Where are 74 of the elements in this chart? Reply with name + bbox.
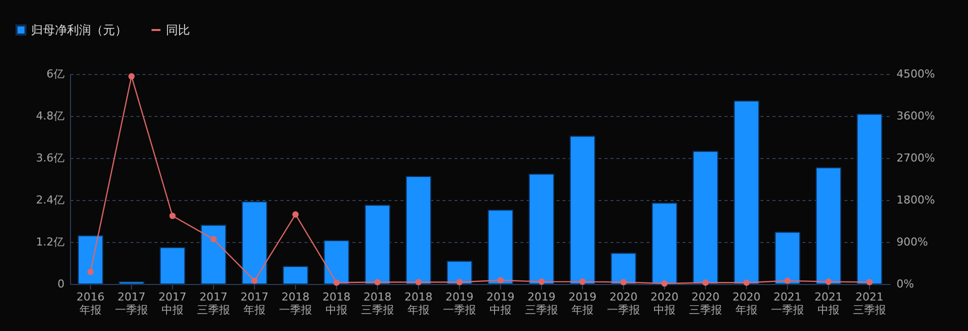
x-tick-label: 2016 年报 (76, 290, 104, 316)
bar (774, 232, 800, 284)
x-tick-label: 2017 三季报 (197, 290, 230, 316)
point (128, 73, 135, 80)
point (784, 278, 791, 284)
bar (282, 266, 308, 284)
x-tick-label: 2019 年报 (568, 290, 596, 316)
x-tick-label: 2018 年报 (404, 290, 432, 316)
x-tick-label: 2019 三季报 (525, 290, 558, 316)
x-tick-label: 2020 三季报 (689, 290, 722, 316)
x-tick-label: 2021 中报 (814, 290, 842, 316)
point (620, 278, 627, 286)
bar (570, 136, 596, 284)
y2-tick-label: 0% (896, 278, 914, 290)
point (579, 278, 586, 285)
x-tick-label: 2017 年报 (240, 290, 268, 316)
legend-label: 同比 (166, 23, 190, 37)
y-tick-label: 0 (58, 278, 64, 290)
x-tick-label: 2021 三季报 (853, 290, 886, 316)
point (743, 279, 750, 286)
x-tick-label: 2018 一季报 (279, 290, 312, 316)
x-tick-label: 2019 一季报 (443, 290, 476, 316)
y2-tick-label: 900% (896, 236, 928, 248)
y-tick-label: 4.8亿 (36, 110, 64, 122)
bar (446, 260, 472, 284)
bar (488, 210, 514, 284)
bar (118, 281, 144, 284)
bar (734, 100, 760, 284)
bar (242, 201, 268, 284)
point (374, 278, 381, 286)
x-tick-label: 2018 中报 (322, 290, 350, 316)
point (497, 277, 504, 284)
point (333, 279, 340, 286)
bar (692, 150, 718, 284)
x-tick-label: 2020 年报 (732, 290, 760, 316)
point (702, 279, 709, 286)
bar (528, 174, 554, 284)
x-tick-label: 2018 三季报 (361, 290, 394, 316)
bar (406, 176, 432, 284)
bar (652, 202, 678, 284)
x-tick-label: 2019 中报 (486, 290, 514, 316)
bar (856, 114, 882, 284)
y2-tick-label: 2700% (896, 152, 935, 164)
y-tick-label: 3.6亿 (36, 152, 64, 164)
bar (200, 224, 226, 284)
y2-tick-label: 1800% (896, 194, 935, 206)
bar (78, 235, 104, 284)
point (825, 278, 832, 285)
bar (816, 167, 842, 284)
point (415, 278, 422, 286)
bar (610, 252, 636, 284)
y-tick-label: 6亿 (46, 68, 64, 80)
x-tick-label: 2021 一季报 (771, 290, 804, 316)
bar (364, 204, 390, 284)
bar (324, 240, 350, 284)
point (210, 236, 217, 242)
point (866, 278, 873, 286)
y2-tick-label: 4500% (896, 68, 935, 80)
point (661, 280, 668, 287)
x-tick-label: 2020 一季报 (607, 290, 640, 316)
point (538, 278, 545, 285)
point (456, 278, 463, 286)
legend-label: 归母净利润（元） (31, 23, 127, 37)
y2-tick-label: 3600% (896, 110, 935, 122)
point (251, 278, 258, 284)
x-tick-label: 2020 中报 (650, 290, 678, 316)
y-tick-label: 1.2亿 (36, 236, 64, 248)
x-tick-label: 2017 一季报 (115, 290, 148, 316)
point (87, 268, 94, 276)
point (292, 211, 299, 218)
bar (160, 247, 186, 284)
y-tick-label: 2.4亿 (36, 194, 64, 206)
x-tick-label: 2017 中报 (158, 290, 186, 316)
point (169, 212, 176, 220)
